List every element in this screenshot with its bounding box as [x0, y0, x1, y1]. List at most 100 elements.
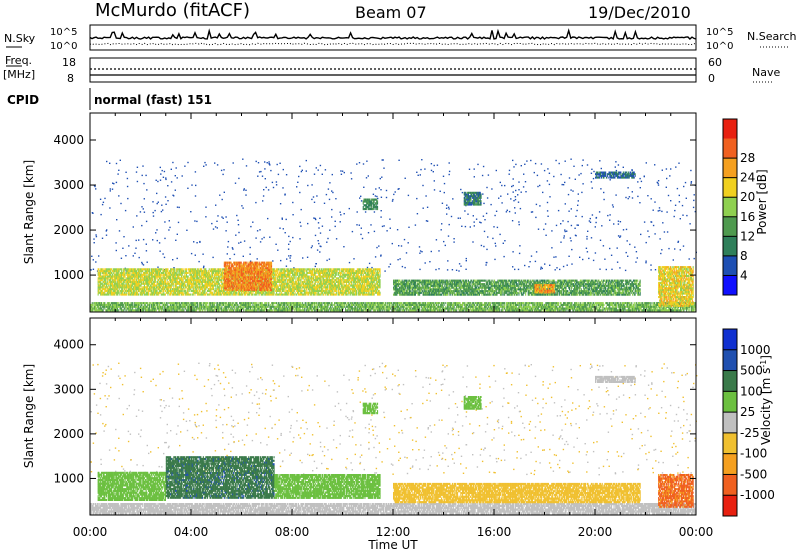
power-scatter-echo	[512, 251, 513, 252]
power-scatter-echo	[434, 165, 435, 166]
power-echo-cell	[435, 309, 436, 311]
power-echo-cell	[115, 279, 116, 281]
power-scatter-echo	[634, 247, 635, 248]
power-scatter-echo	[336, 238, 337, 239]
power-echo-cell	[485, 304, 486, 306]
power-scatter-echo	[318, 243, 319, 244]
power-scatter-echo	[569, 177, 570, 178]
power-scatter-echo	[153, 215, 154, 216]
noise-right-tick-high: 10^5	[706, 27, 733, 38]
power-scatter-echo	[654, 201, 655, 202]
power-scatter-echo	[604, 259, 605, 260]
power-scatter-echo	[332, 192, 333, 193]
power-scatter-echo	[564, 235, 565, 236]
power-echo-cell	[119, 292, 120, 294]
power-echo-cell	[332, 302, 333, 304]
power-echo-cell	[139, 290, 140, 292]
power-echo-cell	[122, 292, 123, 294]
power-echo-cell	[631, 302, 632, 304]
power-echo-cell	[342, 304, 343, 306]
power-scatter-echo	[165, 177, 166, 178]
power-scatter-echo	[235, 183, 236, 184]
power-echo-cell	[616, 306, 617, 308]
power-scatter-echo	[184, 166, 185, 167]
power-echo-cell	[250, 308, 251, 310]
power-scatter-echo	[619, 267, 620, 268]
power-scatter-echo	[658, 210, 659, 211]
power-echo-cell	[401, 302, 402, 304]
power-echo-cell	[400, 304, 401, 306]
power-scatter-echo	[335, 221, 336, 222]
power-echo-cell	[117, 308, 118, 310]
power-echo-cell	[593, 308, 594, 310]
power-echo-cell	[257, 309, 258, 311]
freq-label: Freq.	[5, 54, 32, 67]
power-scatter-echo	[680, 218, 681, 219]
power-scatter-echo	[177, 177, 178, 178]
power-scatter-echo	[578, 174, 579, 175]
power-echo-cell	[411, 306, 412, 308]
power-echo-cell	[248, 308, 249, 310]
power-scatter-echo	[297, 182, 298, 183]
power-scatter-echo	[98, 255, 99, 256]
power-scatter-echo	[222, 174, 223, 175]
power-echo-cell	[502, 304, 503, 306]
power-scatter-echo	[449, 171, 450, 172]
power-scatter-echo	[376, 247, 377, 248]
power-echo-cell	[121, 268, 122, 270]
power-echo-cell	[125, 308, 126, 310]
power-scatter-echo	[487, 236, 488, 237]
power-echo-cell	[155, 281, 156, 283]
power-echo-cell	[138, 306, 139, 308]
power-scatter-echo	[670, 200, 671, 201]
power-scatter-echo	[486, 187, 487, 188]
power-scatter-echo	[215, 205, 216, 206]
power-scatter-echo	[515, 199, 516, 200]
power-echo-cell	[650, 302, 651, 304]
power-scatter-echo	[600, 188, 601, 189]
power-echo-cell	[166, 277, 167, 279]
power-scatter-echo	[675, 205, 676, 206]
power-echo-cell	[163, 285, 164, 287]
power-echo-cell	[168, 292, 169, 294]
power-echo-cell	[128, 302, 129, 304]
power-scatter-echo	[416, 172, 417, 173]
power-scatter-echo	[324, 203, 325, 204]
power-echo-cell	[165, 281, 166, 283]
power-scatter-echo	[670, 168, 671, 169]
power-scatter-echo	[283, 228, 284, 229]
power-echo-cell	[404, 309, 405, 311]
power-echo-cell	[93, 309, 94, 311]
power-scatter-echo	[135, 248, 136, 249]
power-scatter-echo	[606, 269, 607, 270]
power-echo-cell	[558, 302, 559, 304]
power-scatter-echo	[544, 263, 545, 264]
power-echo-cell	[241, 306, 242, 308]
power-echo-cell	[400, 308, 401, 310]
power-echo-cell	[382, 304, 383, 306]
power-echo-cell	[657, 308, 658, 310]
power-scatter-echo	[100, 199, 101, 200]
power-echo-cell	[177, 304, 178, 306]
power-scatter-echo	[674, 210, 675, 211]
power-scatter-echo	[577, 224, 578, 225]
power-scatter-echo	[666, 178, 667, 179]
power-echo-cell	[252, 304, 253, 306]
power-scatter-echo	[213, 228, 214, 229]
power-scatter-echo	[182, 175, 183, 176]
power-scatter-echo	[547, 216, 548, 217]
power-echo-cell	[103, 308, 104, 310]
power-echo-cell	[154, 304, 155, 306]
power-scatter-echo	[690, 170, 691, 171]
power-echo-cell	[419, 306, 420, 308]
power-echo-cell	[203, 304, 204, 306]
power-echo-cell	[130, 302, 131, 304]
power-scatter-echo	[626, 229, 627, 230]
power-scatter-echo	[103, 202, 104, 203]
power-echo-cell	[384, 306, 385, 308]
power-echo-cell	[465, 302, 466, 304]
power-echo-cell	[227, 309, 228, 311]
power-echo-cell	[166, 272, 167, 274]
power-scatter-echo	[235, 235, 236, 236]
